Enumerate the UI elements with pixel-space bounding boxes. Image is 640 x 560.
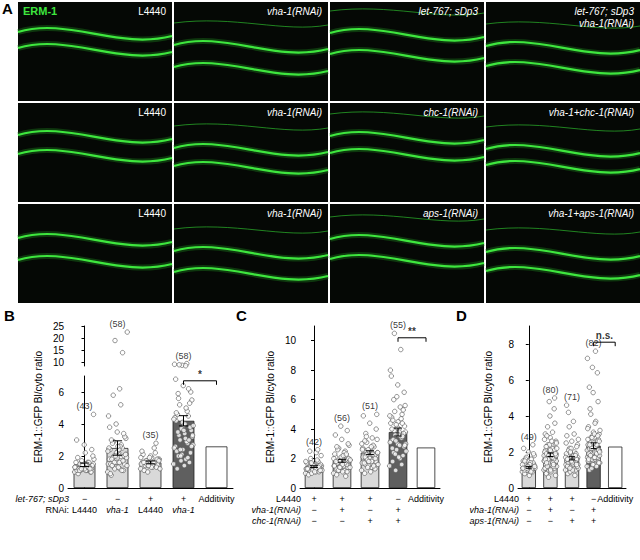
svg-text:vha-1(RNAi): vha-1(RNAi) bbox=[267, 6, 322, 17]
svg-text:L4440: L4440 bbox=[138, 505, 163, 515]
svg-text:L4440: L4440 bbox=[276, 494, 301, 504]
svg-text:vha-1: vha-1 bbox=[106, 505, 129, 515]
svg-text:8: 8 bbox=[508, 339, 514, 350]
svg-text:(71): (71) bbox=[564, 392, 580, 402]
svg-text:4: 4 bbox=[58, 419, 64, 430]
svg-text:**: ** bbox=[408, 326, 416, 337]
svg-text:+: + bbox=[339, 505, 344, 515]
svg-text:Additivity: Additivity bbox=[597, 494, 634, 504]
svg-text:+: + bbox=[367, 516, 372, 526]
svg-text:−: − bbox=[569, 505, 574, 515]
svg-text:2: 2 bbox=[508, 447, 514, 458]
svg-text:(82): (82) bbox=[585, 338, 602, 349]
svg-text:−: − bbox=[395, 494, 400, 504]
svg-text:ERM-1::GFP Bl/cyto ratio: ERM-1::GFP Bl/cyto ratio bbox=[265, 351, 276, 464]
svg-text:vha-1: vha-1 bbox=[172, 505, 195, 515]
svg-text:aps-1(RNAi): aps-1(RNAi) bbox=[423, 208, 478, 219]
svg-text:vha-1(RNAi): vha-1(RNAi) bbox=[267, 107, 322, 118]
svg-text:L4440: L4440 bbox=[138, 208, 166, 219]
svg-text:(51): (51) bbox=[362, 401, 378, 411]
svg-text:D: D bbox=[456, 307, 467, 324]
svg-text:−: − bbox=[311, 505, 316, 515]
svg-text:−: − bbox=[311, 516, 316, 526]
svg-text:*: * bbox=[198, 369, 202, 380]
svg-text:6: 6 bbox=[290, 394, 296, 405]
svg-text:Additivity: Additivity bbox=[198, 494, 235, 504]
svg-text:+: + bbox=[548, 505, 553, 515]
svg-text:−: − bbox=[115, 494, 120, 504]
svg-text:let-767; sDp3: let-767; sDp3 bbox=[419, 6, 479, 17]
svg-text:Additivity: Additivity bbox=[408, 494, 445, 504]
svg-text:ERM-1::GFP Bl/cyto ratio: ERM-1::GFP Bl/cyto ratio bbox=[33, 351, 44, 464]
svg-text:chc-1(RNAi): chc-1(RNAi) bbox=[252, 516, 301, 526]
svg-text:+: + bbox=[395, 516, 400, 526]
svg-text:+: + bbox=[367, 494, 372, 504]
svg-text:vha-1+aps-1(RNAi): vha-1+aps-1(RNAi) bbox=[548, 208, 634, 219]
svg-text:−: − bbox=[591, 494, 596, 504]
svg-text:+: + bbox=[591, 516, 596, 526]
svg-text:+: + bbox=[311, 494, 316, 504]
svg-text:vha-1(RNAi): vha-1(RNAi) bbox=[267, 208, 322, 219]
svg-text:vha-1(RNAi): vha-1(RNAi) bbox=[579, 18, 634, 29]
svg-text:+: + bbox=[548, 494, 553, 504]
svg-text:+: + bbox=[591, 505, 596, 515]
svg-text:+: + bbox=[148, 494, 153, 504]
svg-text:(56): (56) bbox=[334, 413, 350, 423]
svg-text:20: 20 bbox=[53, 333, 65, 344]
svg-text:0: 0 bbox=[290, 483, 296, 494]
svg-text:6: 6 bbox=[58, 387, 64, 398]
svg-text:+: + bbox=[395, 505, 400, 515]
svg-text:let-767; sDp3: let-767; sDp3 bbox=[15, 494, 69, 504]
svg-text:B: B bbox=[4, 307, 15, 324]
svg-text:15: 15 bbox=[53, 345, 65, 356]
svg-text:+: + bbox=[569, 516, 574, 526]
svg-text:vha-1(RNAi): vha-1(RNAi) bbox=[469, 505, 519, 515]
svg-text:10: 10 bbox=[53, 357, 65, 368]
svg-text:25: 25 bbox=[53, 321, 65, 332]
svg-text:A: A bbox=[2, 0, 13, 17]
svg-text:2: 2 bbox=[58, 451, 64, 462]
svg-text:(43): (43) bbox=[76, 401, 92, 411]
svg-text:−: − bbox=[339, 516, 344, 526]
svg-text:(58): (58) bbox=[175, 351, 191, 361]
svg-text:−: − bbox=[367, 505, 372, 515]
svg-text:ERM-1::GFP Bl/cyto ratio: ERM-1::GFP Bl/cyto ratio bbox=[483, 351, 494, 464]
svg-text:10: 10 bbox=[285, 335, 297, 346]
svg-text:L4440: L4440 bbox=[72, 505, 97, 515]
svg-text:(49): (49) bbox=[521, 432, 537, 442]
svg-text:+: + bbox=[339, 494, 344, 504]
svg-text:L4440: L4440 bbox=[138, 6, 166, 17]
svg-text:+: + bbox=[181, 494, 186, 504]
svg-text:L4440: L4440 bbox=[138, 107, 166, 118]
svg-text:aps-1(RNAi): aps-1(RNAi) bbox=[469, 516, 519, 526]
svg-text:vha-1(RNAi): vha-1(RNAi) bbox=[251, 505, 301, 515]
svg-text:(58): (58) bbox=[109, 319, 125, 329]
svg-text:+: + bbox=[569, 494, 574, 504]
svg-text:RNAi:: RNAi: bbox=[45, 505, 69, 515]
svg-text:−: − bbox=[82, 494, 87, 504]
svg-text:(80): (80) bbox=[542, 385, 558, 395]
svg-text:0: 0 bbox=[508, 483, 514, 494]
svg-text:(35): (35) bbox=[142, 430, 158, 440]
svg-text:chc-1(RNAi): chc-1(RNAi) bbox=[424, 107, 478, 118]
svg-text:ERM-1: ERM-1 bbox=[23, 5, 57, 17]
svg-text:(42): (42) bbox=[306, 437, 322, 447]
svg-text:4: 4 bbox=[508, 411, 514, 422]
svg-text:let-767; sDp3: let-767; sDp3 bbox=[575, 6, 635, 17]
svg-text:C: C bbox=[236, 307, 247, 324]
svg-text:L4440: L4440 bbox=[494, 494, 519, 504]
svg-text:n.s.: n.s. bbox=[596, 330, 613, 341]
svg-text:vha-1+chc-1(RNAi): vha-1+chc-1(RNAi) bbox=[549, 107, 634, 118]
svg-text:0: 0 bbox=[58, 483, 64, 494]
svg-text:2: 2 bbox=[290, 453, 296, 464]
svg-text:−: − bbox=[526, 505, 531, 515]
svg-text:(55): (55) bbox=[390, 320, 406, 330]
svg-text:4: 4 bbox=[290, 424, 296, 435]
svg-text:+: + bbox=[526, 494, 531, 504]
svg-text:6: 6 bbox=[508, 375, 514, 386]
svg-text:−: − bbox=[526, 516, 531, 526]
svg-text:−: − bbox=[548, 516, 553, 526]
svg-text:8: 8 bbox=[290, 365, 296, 376]
